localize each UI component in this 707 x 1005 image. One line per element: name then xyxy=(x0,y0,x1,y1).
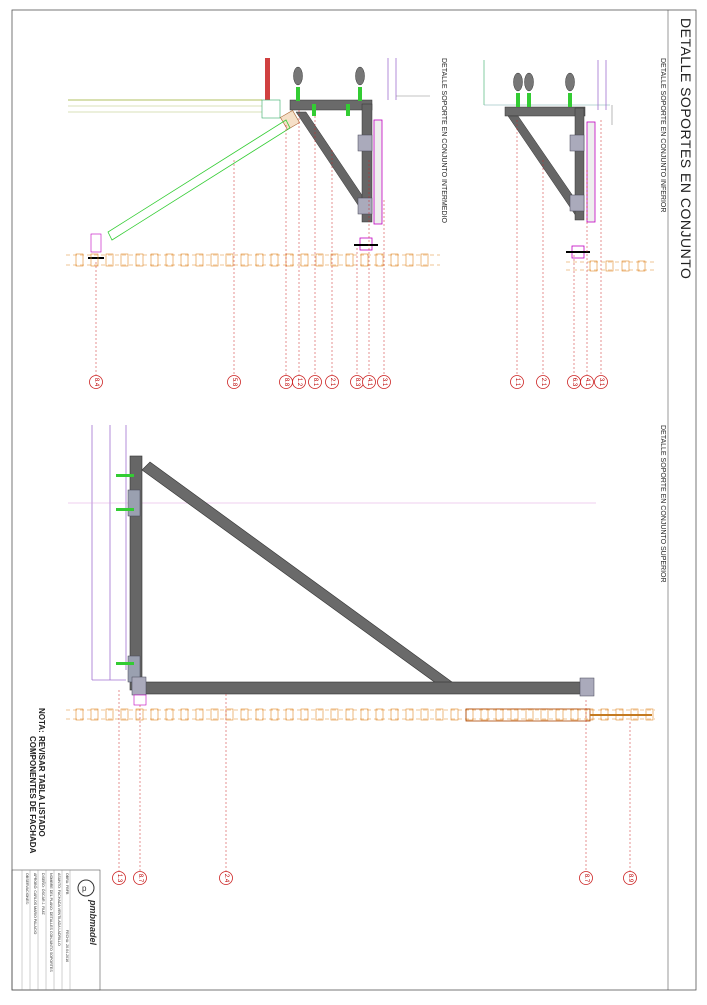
callout-label: 8.7 xyxy=(137,874,143,883)
callout-label: 4.1 xyxy=(584,378,590,387)
intermedio-tie-rod xyxy=(107,119,291,241)
svg-text:p: p xyxy=(82,884,87,893)
callout-bubble-superior: 8.9 xyxy=(623,871,637,885)
note-line-2: COMPONENTES DE FACHADA xyxy=(28,736,37,854)
intermedio-post xyxy=(361,103,373,223)
callout-label: 8.7 xyxy=(583,874,589,883)
intermedio-top-beam xyxy=(289,99,373,111)
tb-observaciones: OBSERVACIONES: xyxy=(25,873,29,905)
callout-bubble-intermedio: 2.1 xyxy=(325,375,339,389)
superior-brick-row xyxy=(66,709,655,720)
callout-label: 2.1 xyxy=(540,378,546,387)
sheet-title: DETALLE SOPORTES EN CONJUNTO xyxy=(678,18,694,280)
view-title-superior: DETALLE SOPORTE EN CONJUNTO SUPERIOR xyxy=(659,425,666,583)
note-label: NOTA: xyxy=(37,708,46,733)
callout-label: 3.1 xyxy=(381,378,387,387)
callout-bubble-inferior: 1.1 xyxy=(510,375,524,389)
tb-fecha: FECHA: 20.04.2016 xyxy=(65,930,69,963)
callout-label: 6.3 xyxy=(571,378,577,387)
tb-obra: OBRA: FBFB xyxy=(65,873,69,895)
callout-bubble-superior: 8.7 xyxy=(133,871,147,885)
callout-bubble-superior: 8.7 xyxy=(579,871,593,885)
callout-bubble-intermedio: 8.3 xyxy=(350,375,364,389)
view-intermedio xyxy=(66,58,440,375)
tb-nombre: NOMBRE DEL PLANO: DETALLES CONJUNTO SOPO… xyxy=(49,873,53,972)
inferior-post xyxy=(574,107,585,221)
callout-bubble-inferior: 4.1 xyxy=(580,375,594,389)
note-line-1: REVISAR TABLA LISTADO xyxy=(37,736,46,837)
callout-bubble-superior: 2.4 xyxy=(219,871,233,885)
callout-label: 8.1 xyxy=(312,378,318,387)
superior-diagonal xyxy=(141,461,453,687)
callout-label: 8.3 xyxy=(354,378,360,387)
title-block: p xyxy=(11,869,101,991)
callout-label: 4.1 xyxy=(366,378,372,387)
callout-label: 8.8 xyxy=(283,378,289,387)
callout-label: 1.1 xyxy=(514,378,520,387)
superior-beam xyxy=(135,681,593,695)
callout-bubble-intermedio: 8.1 xyxy=(308,375,322,389)
tb-asunto: ASUNTO: FACHADA VENTILADA LADRILLO xyxy=(57,873,61,946)
tb-dibujo: DISEÑO: ÓSCAR J. RUIZ xyxy=(41,873,45,915)
callout-bubble-intermedio: 1.2 xyxy=(292,375,306,389)
inferior-top-beam xyxy=(504,106,586,117)
view-superior xyxy=(66,425,655,872)
callout-bubble-intermedio: 8.8 xyxy=(279,375,293,389)
sheet-border xyxy=(11,9,697,991)
company-logo-mark xyxy=(77,879,95,897)
callout-label: 8.9 xyxy=(627,874,633,883)
callout-label: 1.2 xyxy=(296,378,302,387)
anchor-head xyxy=(513,72,523,92)
callout-bubble-intermedio: 3.1 xyxy=(377,375,391,389)
anchor-head xyxy=(355,66,365,86)
callout-label: 2.1 xyxy=(329,378,335,387)
callout-label: 3.1 xyxy=(598,378,604,387)
intermedio-brick-row xyxy=(66,254,440,266)
view-title-intermedio: DETALLE SOPORTE EN CONJUNTO INTERMEDIO xyxy=(440,58,447,223)
anchor-head xyxy=(293,66,303,86)
inferior-rail xyxy=(586,121,596,223)
callout-bubble-intermedio: 4.1 xyxy=(362,375,376,389)
callout-bubble-inferior: 2.1 xyxy=(536,375,550,389)
tb-aprobo: APROBÓ: CARLOS MARIO PALACIO xyxy=(33,873,37,935)
callout-bubble-inferior: 6.3 xyxy=(567,375,581,389)
company-logo-text: pmbmadel xyxy=(88,900,98,946)
callout-bubble-inferior: 3.1 xyxy=(594,375,608,389)
callout-label: 5.8 xyxy=(231,378,237,387)
anchor-head xyxy=(565,72,575,92)
view-inferior xyxy=(483,60,655,375)
inferior-brick-row xyxy=(566,260,655,272)
callout-bubble-intermedio: 5.8 xyxy=(227,375,241,389)
intermedio-rail xyxy=(373,119,383,225)
callout-bubble-superior: 1.3 xyxy=(112,871,126,885)
callout-label: 1.3 xyxy=(116,874,122,883)
callout-label: 8.4 xyxy=(93,378,99,387)
callout-bubble-intermedio: 8.4 xyxy=(89,375,103,389)
view-title-inferior: DETALLE SOPORTE EN CONJUNTO INFERIOR xyxy=(659,58,666,213)
anchor-head xyxy=(524,72,534,92)
callout-layer: 1.1 2.1 6.3 4.1 3.1 8.4 5.8 8.8 1.2 8.1 2.1 8.3 4.1 3… xyxy=(89,375,637,885)
callout-label: 2.4 xyxy=(223,874,229,883)
